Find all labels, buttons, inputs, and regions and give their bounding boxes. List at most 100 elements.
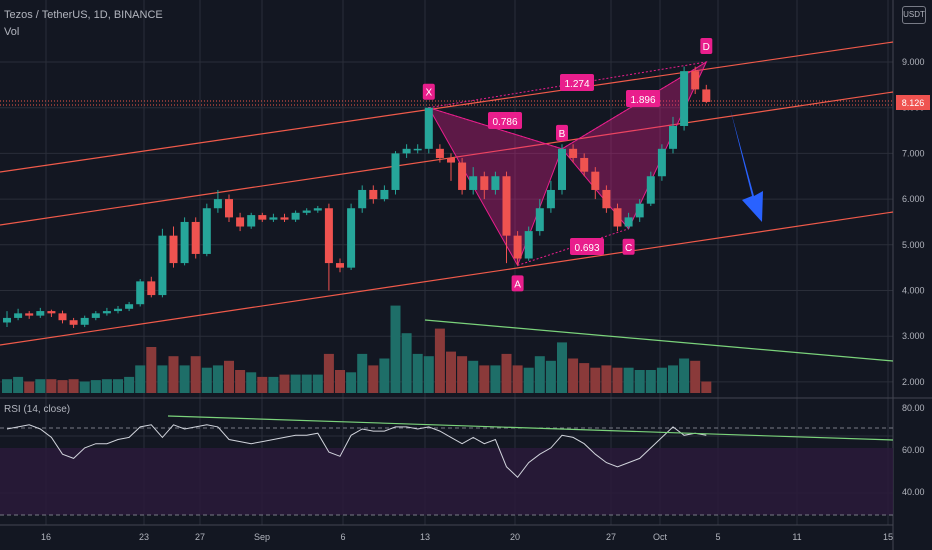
rsi-series (6, 424, 707, 479)
candle-body (546, 189, 555, 209)
volume-trend-line (424, 319, 894, 362)
candle-body (391, 153, 400, 190)
candle-body (336, 263, 344, 268)
volume-bar (2, 379, 12, 393)
forecast-arrow (730, 108, 763, 222)
candle-body (613, 208, 622, 227)
volume-bar (68, 379, 79, 393)
volume-bar (512, 365, 523, 393)
point-label-box (422, 83, 435, 100)
candle-body (202, 208, 211, 254)
volume-bar (79, 381, 90, 393)
volume-bar (13, 376, 24, 393)
time-tick: 27 (606, 532, 616, 542)
time-tick: Oct (653, 532, 668, 542)
last-price-box (896, 95, 930, 110)
candle-body (424, 107, 433, 149)
candles (3, 66, 711, 328)
point-label: D (703, 42, 710, 53)
candle-body (25, 313, 34, 316)
volume-bar (201, 367, 212, 393)
candle-body (657, 148, 666, 177)
candle-body (380, 189, 389, 200)
time-tick: 27 (195, 532, 205, 542)
candle-body (191, 221, 200, 254)
point-label: A (514, 279, 521, 290)
volume-bar (557, 342, 567, 393)
candle-body (236, 217, 245, 227)
time-tick: 20 (510, 532, 520, 542)
time-tick: Sep (254, 532, 270, 542)
rsi-trend-line (167, 415, 894, 441)
point-label: X (425, 88, 432, 99)
volume-bar (279, 374, 290, 393)
volume-bar (668, 365, 678, 393)
channel-line (0, 91, 894, 226)
candle-body (535, 208, 544, 232)
candle-body (47, 311, 56, 314)
volume-bar (168, 356, 179, 393)
candle-body (558, 148, 566, 190)
candle-body (102, 311, 111, 314)
point-label: C (625, 243, 632, 254)
volume-bar (479, 365, 490, 393)
candle-body (258, 215, 267, 220)
candle-body (702, 89, 711, 102)
price-tick: 5.000 (902, 240, 925, 250)
candle-body (91, 313, 100, 318)
point-label-box (556, 124, 568, 141)
candle-body (36, 311, 45, 316)
candle-body (491, 176, 500, 190)
volume-bar (146, 347, 157, 393)
candle-body (80, 317, 89, 325)
candle-body (225, 199, 233, 218)
volume-bar (335, 370, 345, 393)
price-tick: 9.000 (902, 57, 925, 67)
volume-bar (590, 367, 601, 393)
volume-bar (656, 367, 667, 393)
candle-body (524, 231, 533, 259)
candle-body (14, 313, 23, 318)
volume-bar (24, 381, 35, 393)
ratio-box (560, 74, 594, 91)
candle-body (513, 235, 522, 259)
volume-bar (190, 356, 201, 393)
pattern-labels: X A B C D 0.786 1.274 1.896 0.693 (422, 38, 713, 292)
volume-bar (101, 379, 112, 393)
volume-bar (501, 353, 512, 393)
channel-lines (0, 41, 894, 346)
candle-body (458, 162, 467, 190)
volume-bar (701, 381, 712, 393)
volume-bar (457, 356, 468, 393)
volume-bar (390, 305, 401, 393)
candle-body (213, 199, 222, 209)
point-label: B (559, 129, 566, 140)
candle-body (469, 176, 478, 190)
candle-body (691, 71, 700, 90)
volume-bar (490, 365, 501, 393)
candle-body (480, 176, 489, 190)
volume-bar (246, 372, 257, 393)
candle-body (646, 176, 655, 204)
currency-button[interactable]: USDT (902, 6, 926, 24)
candle-body (269, 217, 278, 220)
volume-bar (434, 328, 445, 393)
last-price-label: 8.126 (902, 98, 925, 108)
time-tick: 6 (340, 532, 345, 542)
point-label-box (700, 38, 713, 54)
ratio-label: 1.896 (630, 95, 655, 106)
candle-body (324, 208, 333, 264)
volume-bar (645, 370, 656, 393)
candle-body (302, 210, 311, 213)
volume-bar (446, 351, 456, 393)
candle-body (358, 189, 367, 209)
time-tick: 5 (715, 532, 720, 542)
rsi-label: RSI (14, close) (4, 404, 71, 415)
volume-bar (346, 372, 357, 393)
volume-bar (179, 365, 190, 393)
rsi-tick: 60.00 (902, 445, 925, 455)
candle-body (114, 308, 122, 312)
volume-bar (379, 358, 390, 393)
volume-bar (35, 379, 46, 393)
